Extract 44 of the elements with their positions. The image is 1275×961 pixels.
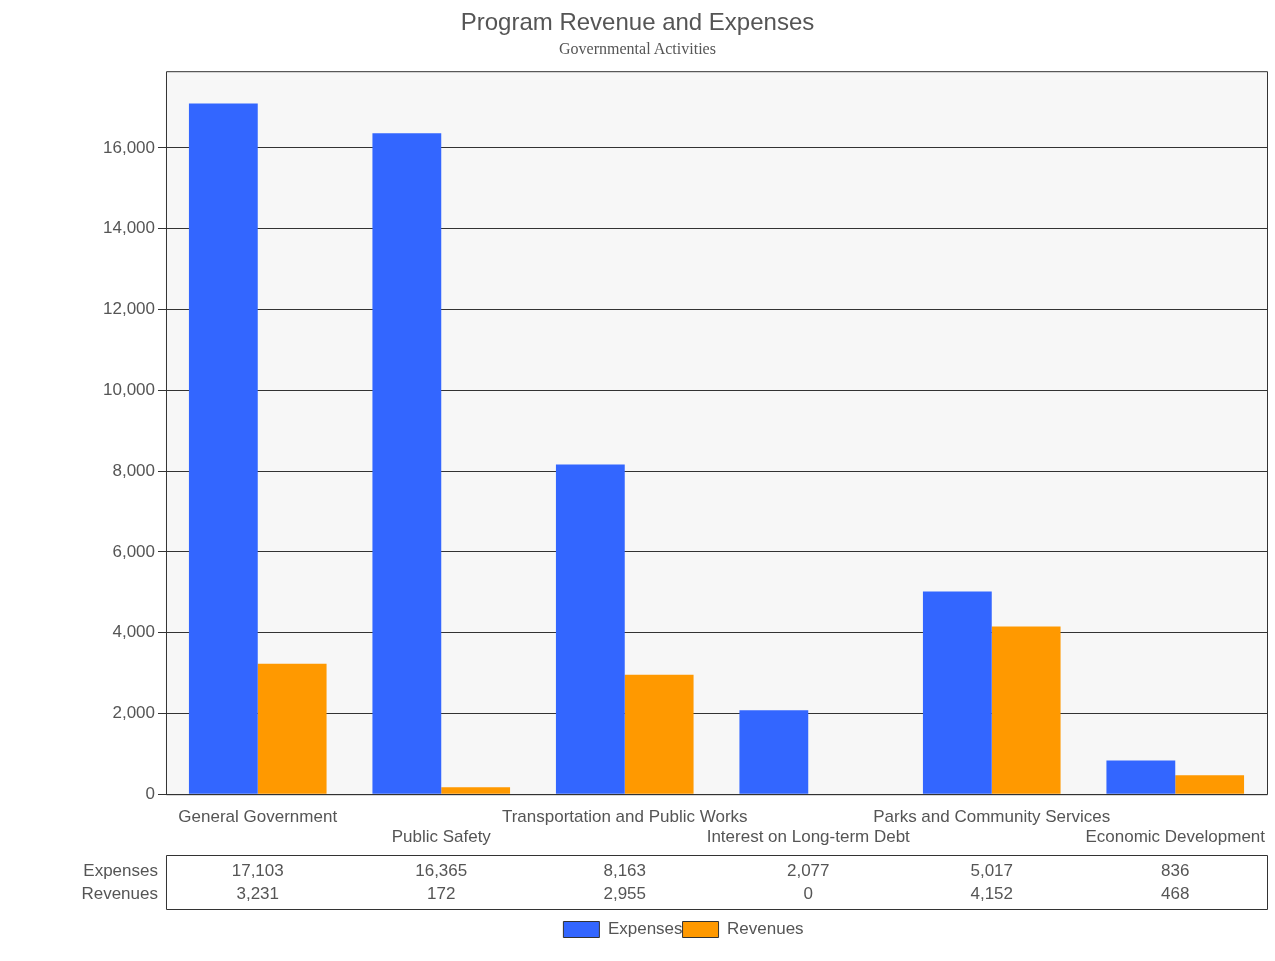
chart-subtitle: Governmental Activities	[558, 40, 717, 58]
data-label: 3,231	[235, 883, 280, 905]
bar	[257, 663, 327, 794]
bar	[555, 464, 625, 794]
bar	[441, 787, 511, 794]
y-tick-label: 14,000	[103, 218, 155, 238]
data-label: 172	[426, 883, 457, 905]
data-label: 468	[1160, 883, 1191, 905]
bar	[1106, 760, 1176, 794]
y-tick-label: 4,000	[112, 622, 155, 642]
bar	[372, 133, 442, 794]
legend-label: Expenses	[607, 919, 683, 939]
x-tick-label: Transportation and Public Works	[501, 807, 748, 827]
text: Revenues	[81, 884, 158, 903]
bar	[624, 674, 694, 794]
data-label: 0	[802, 883, 814, 905]
data-label: 5,017	[969, 860, 1014, 882]
y-tick-label: 2,000	[112, 703, 155, 723]
data-label: 17,103	[230, 860, 285, 882]
data-label: 2,955	[602, 883, 647, 905]
x-tick-label: Interest on Long-term Debt	[706, 827, 911, 847]
bar	[991, 626, 1061, 794]
x-tick-label: Public Safety	[391, 827, 492, 847]
bar	[188, 103, 258, 794]
text: Expenses	[83, 861, 158, 880]
data-label: 16,365	[414, 860, 469, 882]
bar	[1175, 775, 1245, 794]
y-tick-label: 0	[145, 783, 155, 803]
x-tick-label: General Government	[178, 807, 338, 827]
y-tick-label: 8,000	[112, 460, 155, 480]
y-tick-label: 12,000	[103, 299, 155, 319]
legend-label: Revenues	[727, 919, 804, 939]
y-tick-label: 10,000	[103, 379, 155, 399]
data-label: 4,152	[969, 883, 1014, 905]
x-tick-label: Economic Development	[1085, 827, 1266, 847]
data-label: 2,077	[785, 860, 831, 882]
chart-title: Program Revenue and Expenses	[459, 8, 816, 36]
y-tick-label: 6,000	[112, 541, 155, 561]
y-tick-label: 16,000	[103, 137, 155, 157]
data-label: 836	[1160, 860, 1191, 882]
x-tick-label: Parks and Community Services	[873, 807, 1111, 827]
bar	[739, 710, 809, 794]
data-label: 8,163	[602, 860, 647, 882]
bar	[922, 591, 992, 794]
